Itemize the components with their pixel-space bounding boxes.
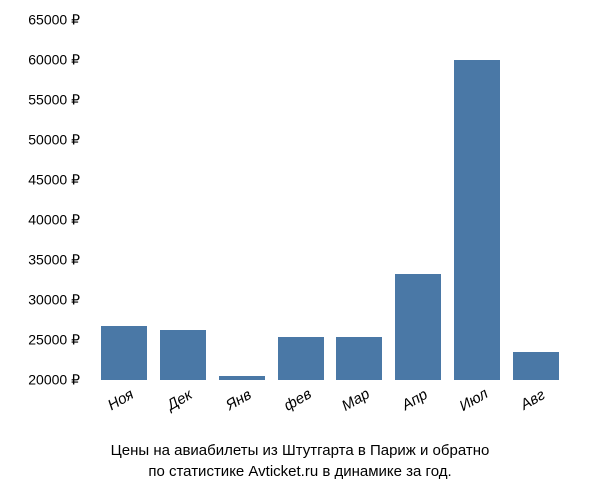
y-tick-label: 60000 ₽ (28, 52, 80, 69)
bar (395, 274, 441, 380)
bar (454, 60, 500, 380)
y-tick-label: 25000 ₽ (28, 332, 80, 349)
x-tick-label: Июл (450, 381, 498, 419)
y-tick-label: 65000 ₽ (28, 12, 80, 29)
x-tick-label: Янв (215, 381, 263, 419)
bars-container (90, 20, 570, 380)
x-tick-label: Авг (508, 381, 556, 419)
bar (513, 352, 559, 380)
y-tick-label: 30000 ₽ (28, 292, 80, 309)
x-tick-label: Дек (156, 381, 204, 419)
y-tick-label: 20000 ₽ (28, 372, 80, 389)
x-tick-label: Апр (391, 381, 439, 419)
plot-region (90, 20, 570, 380)
bar (160, 330, 206, 380)
caption-line-2: по статистике Avticket.ru в динамике за … (148, 463, 451, 480)
bar (336, 337, 382, 380)
x-axis-labels: НояДекЯнвфевМарАпрИюлАвг (90, 385, 570, 402)
y-tick-label: 55000 ₽ (28, 92, 80, 109)
y-tick-label: 40000 ₽ (28, 212, 80, 229)
bar (278, 337, 324, 380)
chart-caption: Цены на авиабилеты из Штутгарта в Париж … (0, 440, 600, 482)
bar (219, 376, 265, 380)
y-tick-label: 35000 ₽ (28, 252, 80, 269)
x-tick-label: Ноя (97, 381, 145, 419)
y-tick-label: 50000 ₽ (28, 132, 80, 149)
bar (101, 326, 147, 380)
x-tick-label: Мар (332, 381, 380, 419)
y-tick-label: 45000 ₽ (28, 172, 80, 189)
x-tick-label: фев (273, 381, 321, 419)
chart-area: 20000 ₽25000 ₽30000 ₽35000 ₽40000 ₽45000… (90, 20, 570, 380)
caption-line-1: Цены на авиабилеты из Штутгарта в Париж … (111, 442, 490, 459)
